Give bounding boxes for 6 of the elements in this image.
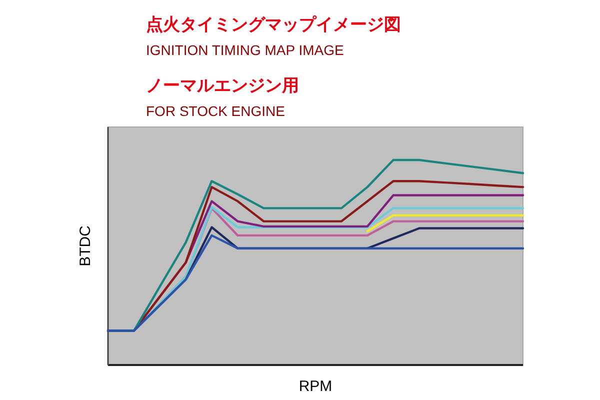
x-axis-title: RPM: [298, 378, 332, 395]
y-axis-title: BTDC: [77, 225, 94, 266]
text: ノーマルエンジン用: [146, 76, 299, 96]
text: FOR STOCK ENGINE: [146, 103, 285, 119]
chart-subtitle: IGNITION TIMING MAP IMAGE: [146, 42, 344, 58]
chart-title: 点火タイミングマップイメージ図: [146, 15, 401, 35]
